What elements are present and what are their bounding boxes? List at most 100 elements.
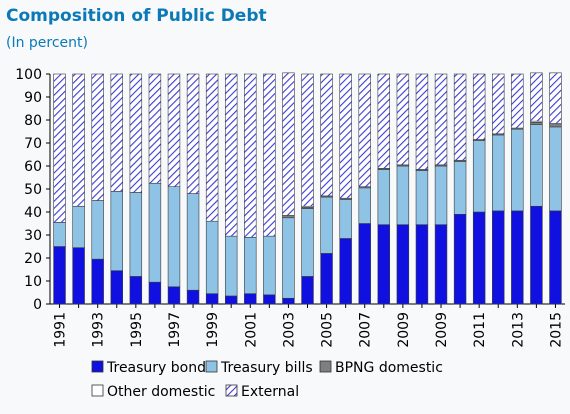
x-tick-label: 2015 (548, 312, 564, 348)
bar-segment (205, 293, 219, 305)
bar-segment (110, 270, 123, 305)
bar-segment (511, 210, 524, 305)
bar-segment (492, 210, 505, 305)
bar-segment (72, 205, 85, 248)
bar-segment (377, 169, 391, 225)
legend-swatch (91, 360, 104, 373)
bar-segment (434, 224, 448, 305)
bar-segment (415, 224, 429, 305)
bar-segment (110, 73, 123, 192)
bar-segment (339, 238, 352, 305)
bar-segment (282, 72, 295, 216)
bar-segment (91, 73, 104, 201)
x-tick-label: 2011 (472, 312, 488, 348)
bar-segment (530, 122, 543, 125)
bar-segment (358, 187, 371, 224)
x-tick-label: 1995 (129, 312, 145, 348)
bar-segment (472, 211, 486, 305)
bar-segment (282, 217, 295, 299)
bar-segment (186, 289, 200, 305)
legend-label: Treasury bills (220, 360, 313, 376)
bar-segment (129, 73, 143, 193)
bar-segment (167, 73, 181, 187)
bar-segment (53, 246, 66, 305)
bar-segment (434, 73, 448, 166)
bar-segment (148, 182, 162, 283)
bar-segment (72, 73, 85, 207)
bar-segment (453, 161, 467, 215)
bar-segment (492, 73, 505, 135)
chart-legend: Treasury bonds Treasury bills BPNG domesti… (91, 360, 443, 400)
bar-segment (530, 124, 543, 207)
bar-segment (530, 205, 543, 305)
y-tick-label: 30 (24, 228, 42, 244)
x-tick-label: 1991 (53, 312, 69, 348)
legend-swatch (319, 360, 332, 373)
bar-segment (72, 247, 85, 305)
bar-segment (301, 276, 314, 305)
bar-segment (472, 140, 486, 213)
bar-segment (205, 220, 219, 294)
bar-segment (244, 293, 257, 305)
x-tick-label: 2003 (281, 312, 297, 348)
x-tick-label: 2001 (243, 312, 259, 348)
bar-segment (530, 72, 543, 122)
legend-swatch (205, 360, 218, 373)
bar-segment (320, 73, 333, 197)
bar-segment (492, 134, 505, 212)
bar-segment (282, 215, 295, 219)
x-tick-label: 2013 (510, 312, 526, 348)
bar-segment (453, 214, 467, 305)
bar-segment (110, 191, 123, 271)
bar-segment (148, 73, 162, 184)
bar-segment (282, 297, 295, 305)
x-tick-label: 1997 (167, 312, 183, 348)
bar-segment (396, 165, 410, 225)
bar-segment (453, 73, 467, 161)
x-tick-label: 2005 (320, 312, 336, 348)
bar-segment (244, 73, 257, 238)
bar-segment (549, 126, 562, 212)
y-tick-label: 60 (24, 159, 42, 175)
bar-segment (472, 73, 486, 140)
y-tick-label: 100 (15, 67, 42, 83)
y-tick-label: 70 (24, 136, 42, 152)
bar-segment (377, 224, 391, 305)
legend-label: Other domestic (107, 384, 215, 400)
bar-segment (396, 73, 410, 166)
y-tick-label: 0 (33, 297, 42, 313)
bar-segment (415, 73, 429, 170)
bar-segment (396, 224, 410, 305)
x-tick-label: 1993 (91, 312, 107, 348)
bar-segment (434, 165, 448, 225)
bar-segment (549, 124, 562, 128)
bar-segment (415, 170, 429, 225)
bar-segment (358, 223, 371, 305)
y-tick-label: 10 (24, 274, 42, 290)
bar-segment (129, 192, 143, 277)
chart-title: Composition of Public Debt (6, 6, 267, 26)
bar-segment (320, 253, 333, 305)
y-tick-label: 50 (24, 182, 42, 198)
bar-segment (263, 73, 276, 237)
bar-segment (186, 193, 200, 291)
bar-segment (244, 237, 257, 294)
bar-segment (129, 276, 143, 305)
bar-segment (339, 73, 352, 199)
chart-subtitle: (In percent) (6, 35, 88, 51)
bar-segment (91, 200, 104, 260)
bar-segment (511, 73, 524, 129)
chart-bars (53, 72, 562, 305)
bar-segment (91, 258, 104, 305)
y-tick-label: 20 (24, 251, 42, 267)
bar-segment (511, 128, 524, 212)
bar-segment (358, 73, 371, 187)
bar-segment (53, 222, 66, 247)
x-tick-label: 1999 (205, 312, 221, 348)
bar-segment (224, 73, 238, 237)
bar-segment (224, 235, 238, 297)
bar-segment (205, 73, 219, 222)
bar-segment (167, 286, 181, 305)
